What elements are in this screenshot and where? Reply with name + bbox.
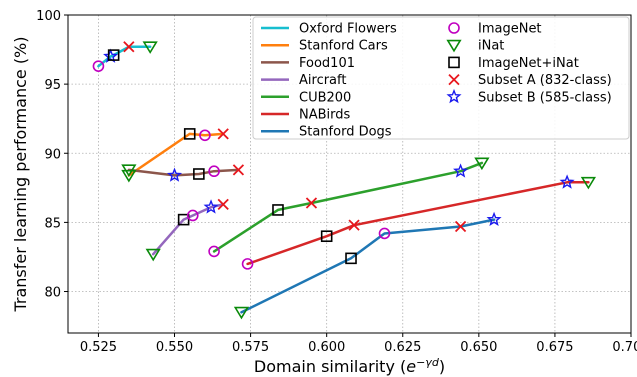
subset-b-marker bbox=[486, 211, 502, 227]
imagenet-marker bbox=[378, 227, 391, 240]
x-tick-label: 0.675 bbox=[536, 340, 573, 355]
inat-marker bbox=[233, 306, 250, 320]
legend-label: iNat bbox=[478, 39, 504, 54]
imagenet-inat-marker bbox=[448, 56, 460, 69]
inat-marker bbox=[474, 157, 490, 171]
y-tick-label: 95 bbox=[44, 78, 61, 93]
imagenet-inat-marker bbox=[272, 204, 284, 216]
legend-label: Stanford Dogs bbox=[299, 125, 392, 140]
imagenet-inat-marker bbox=[107, 49, 120, 61]
imagenet-marker bbox=[208, 165, 220, 178]
legend-label: Stanford Cars bbox=[299, 39, 388, 54]
imagenet-inat-marker bbox=[183, 128, 196, 140]
series-line-food101 bbox=[127, 168, 240, 177]
legend-label: Food101 bbox=[299, 56, 355, 71]
x-tick-label: 0.550 bbox=[156, 340, 193, 355]
subset-a-marker bbox=[448, 73, 460, 86]
inat-marker bbox=[446, 39, 462, 53]
subset-a-marker bbox=[123, 41, 135, 53]
subset-a-marker bbox=[232, 164, 245, 176]
imagenet-marker bbox=[199, 129, 211, 142]
inat-marker bbox=[142, 41, 158, 54]
legend-label: CUB200 bbox=[299, 90, 351, 105]
inat-marker bbox=[580, 176, 597, 190]
inat-marker bbox=[121, 169, 137, 183]
subset-a-marker bbox=[217, 198, 229, 211]
x-tick-label: 0.625 bbox=[384, 340, 421, 355]
x-tick-label: 0.525 bbox=[80, 340, 117, 355]
subset-a-marker bbox=[348, 219, 360, 231]
subset-a-marker bbox=[217, 128, 229, 140]
y-tick-label: 100 bbox=[36, 9, 61, 24]
legend-box bbox=[252, 16, 630, 140]
subset-a-marker bbox=[454, 220, 467, 233]
x-tick-label: 0.575 bbox=[232, 340, 269, 355]
imagenet-inat-marker bbox=[177, 213, 190, 226]
series-line-nabirds bbox=[246, 181, 590, 266]
subset-a-marker bbox=[305, 197, 318, 209]
legend-label: NABirds bbox=[299, 108, 351, 123]
legend-label: Oxford Flowers bbox=[299, 22, 397, 37]
data-markers bbox=[92, 41, 597, 320]
subset-b-marker bbox=[103, 48, 119, 63]
plot-frame bbox=[67, 14, 632, 334]
y-tick-label: 90 bbox=[44, 147, 61, 162]
legend-label: Aircraft bbox=[299, 73, 346, 88]
legend: Oxford Flowers Stanford Cars Food101 Aircra… bbox=[252, 16, 630, 140]
subset-b-marker bbox=[203, 199, 219, 214]
axis-ticks: 0.525 0.550 0.575 0.600 0.625 0.650 0.675 0.700… bbox=[36, 9, 637, 355]
x-tick-label: 0.600 bbox=[308, 340, 345, 355]
imagenet-marker bbox=[241, 258, 254, 270]
x-tick-label: 0.700 bbox=[612, 340, 637, 355]
inat-marker bbox=[121, 164, 137, 177]
imagenet-marker bbox=[208, 245, 220, 258]
inat-marker bbox=[145, 248, 161, 262]
legend-label: Subset A (832-class) bbox=[478, 73, 612, 88]
subset-b-marker bbox=[166, 167, 183, 182]
x-axis-title: Domain similarity (e−γd) bbox=[254, 356, 445, 377]
legend-label: ImageNet bbox=[478, 22, 542, 37]
imagenet-marker bbox=[448, 22, 460, 34]
y-axis-title: Transfer learning performance (%) bbox=[11, 36, 30, 312]
imagenet-inat-marker bbox=[320, 230, 333, 243]
y-tick-label: 85 bbox=[44, 216, 61, 231]
imagenet-marker bbox=[92, 60, 105, 72]
subset-b-marker bbox=[446, 88, 462, 104]
legend-label: Subset B (585-class) bbox=[478, 90, 612, 105]
imagenet-inat-marker bbox=[345, 252, 357, 265]
subset-b-marker bbox=[453, 163, 469, 178]
series-line-stanford-dogs bbox=[240, 218, 496, 314]
y-tick-label: 80 bbox=[44, 286, 61, 301]
subset-b-marker bbox=[559, 174, 575, 189]
imagenet-inat-marker bbox=[193, 168, 205, 180]
series-line-stanford-cars bbox=[127, 132, 225, 177]
imagenet-marker bbox=[186, 209, 199, 222]
x-tick-label: 0.650 bbox=[460, 340, 497, 355]
legend-label: ImageNet+iNat bbox=[478, 56, 579, 71]
